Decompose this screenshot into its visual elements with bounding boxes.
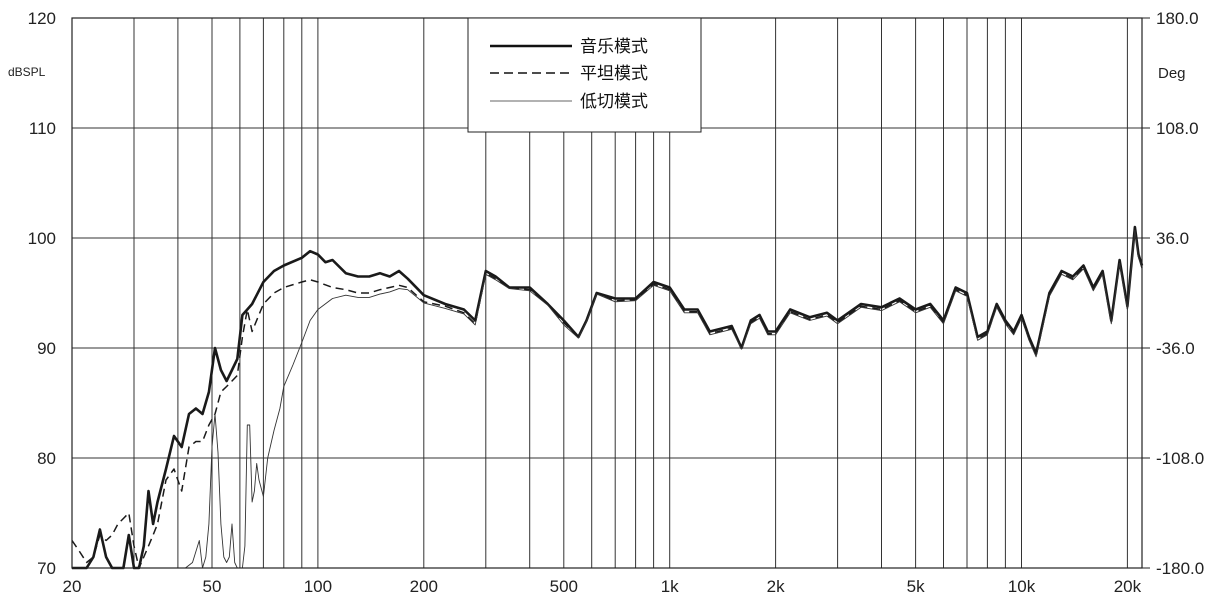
x-tick-label: 2k [767, 577, 785, 596]
legend: 音乐模式 平坦模式 低切模式 [467, 17, 702, 133]
legend-label-flat: 平坦模式 [580, 64, 648, 84]
axis-labels: dBSPL Deg 20 50 100 200 500 1k 2k 5k 10k 20k 70 80 9… [8, 9, 1204, 596]
series-line-1 [72, 225, 1144, 570]
y2-tick-label: -36.0 [1156, 339, 1195, 358]
x-tick-label: 10k [1008, 577, 1036, 596]
x-tick-label: 20k [1114, 577, 1142, 596]
y2-axis-unit-label: Deg [1158, 65, 1186, 82]
y-tick-label: 110 [29, 119, 56, 138]
y-axis-unit-label: dBSPL [8, 65, 46, 79]
series-line-3 [72, 229, 1143, 569]
x-tick-label: 50 [203, 577, 222, 596]
x-tick-label: 100 [304, 577, 332, 596]
x-tick-label: 5k [907, 577, 925, 596]
y-tick-label: 80 [37, 449, 56, 468]
y-tick-label: 100 [28, 229, 56, 248]
legend-label-lowcut: 低切模式 [580, 92, 648, 112]
series-lines [71, 225, 1144, 570]
y2-tick-label: -108.0 [1156, 449, 1204, 468]
legend-label-music: 音乐模式 [580, 37, 648, 57]
y2-tick-label: -180.0 [1156, 559, 1204, 578]
x-tick-label: 500 [550, 577, 578, 596]
y2-tick-label: 108.0 [1156, 119, 1199, 138]
y2-tick-label: 36.0 [1156, 229, 1189, 248]
y2-tick-label: 180.0 [1156, 9, 1199, 28]
y-tick-label: 120 [28, 9, 56, 28]
series-line-2 [71, 228, 1143, 569]
x-tick-label: 1k [661, 577, 679, 596]
x-tick-label: 20 [63, 577, 82, 596]
legend-box [467, 17, 702, 133]
y-tick-label: 90 [37, 339, 56, 358]
x-tick-label: 200 [410, 577, 438, 596]
y-tick-label: 70 [37, 559, 56, 578]
